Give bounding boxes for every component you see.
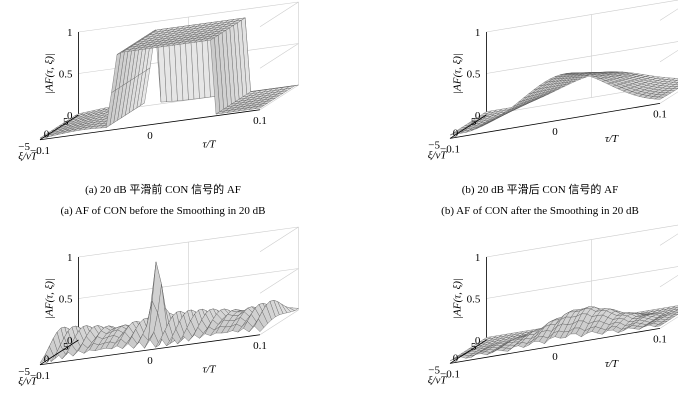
surface-facet — [254, 105, 264, 110]
xi-tick-label: −5 — [18, 141, 30, 153]
grid-line — [486, 41, 678, 74]
z-tick-label: 0 — [475, 335, 481, 347]
tau-tick-label: −0.1 — [440, 368, 460, 380]
z-tick-label: 0.5 — [467, 294, 481, 306]
tau-tick-label: 0.1 — [253, 115, 267, 127]
z-tick-label: 0 — [67, 110, 73, 122]
z-tick-label: 1 — [475, 252, 481, 264]
caption-a-cn: (a) 20 dB 平滑前 CON 信号的 AF — [85, 182, 241, 196]
tau-axis-label: τ/T — [605, 133, 619, 145]
z-tick-label: 1 — [67, 252, 73, 264]
xi-tick-label: 5 — [471, 116, 477, 128]
grid-line — [259, 226, 299, 253]
caption-b-cn: (b) 20 dB 平滑后 CON 信号的 AF — [462, 182, 618, 196]
z-axis-label: |AF(τ, ξ)| — [451, 53, 463, 94]
xi-tick-label: −5 — [428, 139, 440, 151]
tau-tick-label: 0 — [552, 126, 558, 138]
z-tick-label: 0.5 — [59, 294, 73, 306]
z-tick-label: 0 — [475, 110, 481, 122]
caption-a-en: (a) AF of CON before the Smoothing in 20… — [60, 205, 265, 217]
z-tick-label: 1 — [67, 27, 73, 39]
grid-line — [486, 224, 678, 258]
xi-tick-label: −5 — [428, 364, 440, 376]
xi-tick-label: 0 — [44, 128, 50, 140]
surface-facet — [654, 323, 664, 327]
surface-facet — [674, 82, 678, 85]
grid-line — [259, 1, 299, 28]
caption-b-en: (b) AF of CON after the Smoothing in 20 … — [441, 205, 639, 217]
tau-tick-label: −0.1 — [30, 145, 50, 157]
xi-tick-label: 5 — [63, 116, 69, 128]
xi-axis-label: ξ/vT — [428, 150, 448, 162]
grid-line — [259, 84, 299, 111]
tau-tick-label: 0 — [552, 351, 558, 363]
z-tick-label: 0.5 — [59, 69, 73, 81]
tau-axis-label: τ/T — [605, 358, 619, 370]
xi-tick-label: 5 — [471, 341, 477, 353]
z-tick-label: 1 — [475, 27, 481, 39]
xi-axis-line — [449, 339, 487, 364]
xi-tick-label: 5 — [63, 341, 69, 353]
xi-tick-label: 0 — [453, 128, 459, 140]
tau-tick-label: 0 — [147, 355, 153, 367]
xi-axis-label: ξ/vT — [18, 376, 38, 388]
xi-tick-label: 0 — [453, 353, 459, 365]
xi-axis-line — [39, 114, 79, 141]
tau-tick-label: 0.1 — [653, 108, 667, 120]
grid-line — [486, 266, 678, 299]
surface-facet — [672, 86, 678, 89]
tau-axis-line — [39, 109, 261, 141]
xi-axis-line — [449, 114, 487, 139]
xi-tick-label: 0 — [44, 353, 50, 365]
z-axis-label: |AF(τ, ξ)| — [44, 278, 56, 319]
z-axis-label: |AF(τ, ξ)| — [451, 278, 463, 319]
xi-axis-line — [39, 339, 79, 366]
tau-tick-label: 0 — [147, 130, 153, 142]
z-axis-label: |AF(τ, ξ)| — [44, 53, 56, 94]
xi-tick-label: −5 — [18, 366, 30, 378]
grid-line — [659, 233, 678, 246]
grid-line — [259, 43, 299, 69]
grid-line — [259, 309, 299, 336]
tau-tick-label: 0.1 — [653, 333, 667, 345]
tau-axis-line — [39, 334, 261, 366]
grid-line — [659, 8, 678, 21]
grid-line — [259, 268, 299, 294]
tau-axis-label: τ/T — [202, 363, 216, 375]
grid-line — [659, 274, 678, 288]
xi-axis-label: ξ/vT — [428, 375, 448, 387]
tau-tick-label: −0.1 — [30, 370, 50, 382]
grid-line — [659, 49, 678, 63]
surface-facet — [654, 96, 665, 100]
tau-axis-line — [449, 328, 661, 364]
tau-tick-label: −0.1 — [440, 143, 460, 155]
z-tick-label: 0 — [67, 335, 73, 347]
tau-axis-line — [449, 103, 661, 139]
xi-axis-label: ξ/vT — [18, 151, 38, 163]
surface-facet — [672, 80, 678, 83]
grid-line — [486, 0, 678, 33]
grid-line — [659, 91, 678, 104]
tau-tick-label: 0.1 — [253, 340, 267, 352]
surface-facet — [254, 318, 265, 332]
z-tick-label: 0.5 — [467, 69, 481, 81]
tau-axis-label: τ/T — [202, 138, 216, 150]
grid-line — [659, 316, 678, 329]
